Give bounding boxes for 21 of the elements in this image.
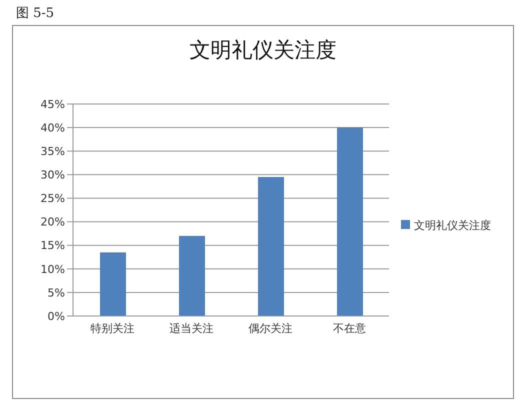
caption: 图 5-5 (16, 5, 54, 22)
bar (258, 177, 284, 316)
y-tick-label: 5% (48, 286, 65, 300)
y-tick-label: 10% (40, 262, 65, 276)
bar (337, 128, 363, 316)
x-tick-label: 不在意 (333, 322, 366, 335)
y-tick-label: 25% (40, 192, 65, 206)
legend-label: 文明礼仪关注度 (414, 219, 491, 232)
bar (179, 236, 205, 316)
y-tick-label: 15% (40, 239, 65, 252)
x-tick-label: 特别关注 (90, 322, 134, 335)
y-tick-label: 20% (40, 216, 65, 229)
y-tick-label: 35% (40, 145, 65, 158)
y-tick-label: 40% (40, 121, 65, 134)
y-tick-label: 45% (40, 98, 65, 111)
y-tick-label: 30% (40, 168, 65, 182)
x-tick-label: 偶尔关注 (248, 322, 292, 335)
bar (100, 252, 126, 316)
chart-title: 文明礼仪关注度 (188, 37, 338, 64)
y-tick-label: 0% (48, 310, 65, 323)
x-tick-label: 适当关注 (170, 322, 214, 335)
